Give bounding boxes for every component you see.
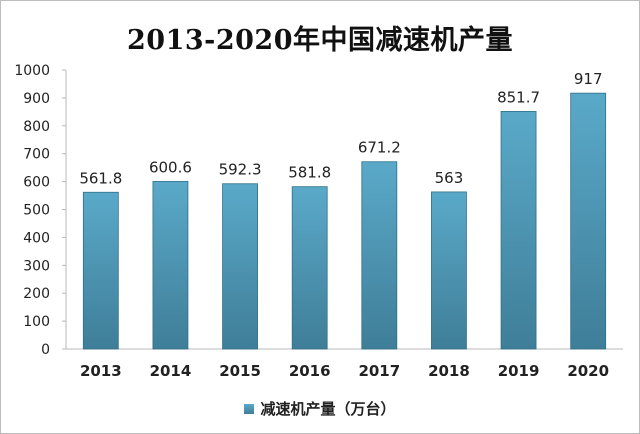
x-tick-label-2019: 2019 [498,362,540,380]
y-tick-label: 600 [23,175,50,191]
x-axis-tick-labels: 2013 2014 2015 2016 2017 2018 2019 2020 [80,362,609,380]
y-tick-label: 800 [23,119,50,135]
data-label-2016: 581.8 [288,164,331,182]
bar-2014 [152,181,189,350]
data-label-2015: 592.3 [219,161,262,179]
bar-2015 [222,183,258,350]
y-tick-label: 700 [23,147,50,163]
legend-label: 减速机产量（万台） [260,400,396,418]
x-tick-label-2018: 2018 [428,362,470,380]
bar-2017 [361,161,398,350]
y-tick-label: 500 [23,203,50,219]
bar-2020 [570,92,607,350]
data-label-2017: 671.2 [358,139,401,157]
data-label-2019: 851.7 [497,88,540,106]
x-tick-label-2015: 2015 [219,362,261,380]
data-labels: 561.8 600.6 592.3 581.8 671.2 563 851.7 917 [79,70,602,187]
data-label-2018: 563 [435,169,464,187]
x-tick-label-2013: 2013 [80,362,122,380]
bar-2019 [500,110,537,350]
y-tick-label: 0 [41,342,50,358]
x-tick-label-2017: 2017 [358,362,400,380]
legend: 减速机产量（万台） [0,398,640,419]
x-tick-label-2014: 2014 [150,362,192,380]
y-tick-label: 100 [23,314,50,330]
y-tick-label: 1000 [14,63,50,79]
bar-series [82,92,607,350]
bar-2018 [431,191,467,350]
y-tick-label: 300 [23,258,50,274]
x-tick-label-2020: 2020 [567,362,609,380]
bar-2013 [82,191,119,350]
y-tick-label: 200 [23,286,50,302]
y-axis-ticks: 0 100 200 300 400 500 600 700 800 900 1000 [14,63,66,358]
chart-title: 2013-2020年中国减速机产量 [127,25,513,56]
bar-2016 [291,186,328,350]
y-tick-label: 900 [23,91,50,107]
x-tick-label-2016: 2016 [289,362,331,380]
y-tick-label: 400 [23,230,50,246]
data-label-2013: 561.8 [79,169,122,187]
data-label-2020: 917 [574,70,603,88]
data-label-2014: 600.6 [149,158,192,176]
legend-swatch [244,403,255,414]
